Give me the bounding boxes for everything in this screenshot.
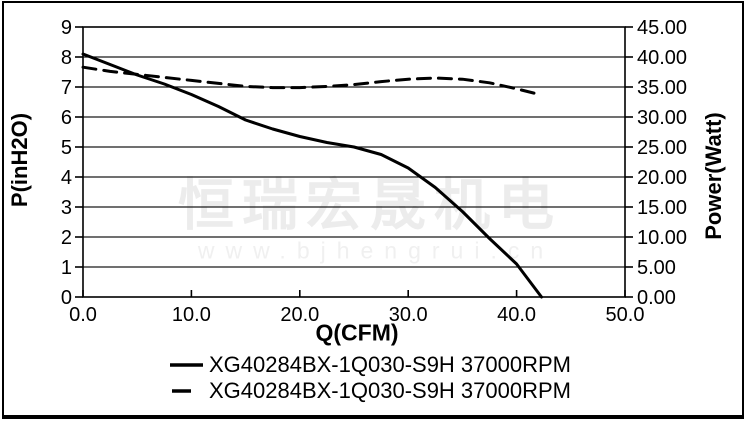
right-axis-tick-label: 40.00	[637, 47, 687, 69]
left-axis-tick-label: 5	[61, 137, 72, 159]
legend-row-power-curve: XG40284BX-1Q030-S9H 37000RPM	[168, 378, 571, 404]
chart-legend: XG40284BX-1Q030-S9H 37000RPM XG40284BX-1…	[168, 352, 571, 404]
right-axis-tick-label: 20.00	[637, 167, 687, 189]
dashed-line-legend-icon	[172, 389, 191, 393]
watermark-cjk-text: 恒瑞宏晟机电	[178, 173, 562, 237]
left-axis-tick-label: 6	[61, 107, 72, 129]
left-axis-tick-label: 8	[61, 47, 72, 69]
left-axis-tick-label: 7	[61, 77, 72, 99]
plot-border	[82, 26, 626, 298]
right-axis-tick-label: 35.00	[637, 77, 687, 99]
left-axis-tick-label: 2	[61, 227, 72, 249]
right-axis-tick-label: 0.00	[637, 287, 676, 309]
left-axis-title: P(inH2O)	[7, 112, 32, 208]
x-axis-tick-label: 10.0	[172, 304, 211, 326]
left-axis-tick-label: 1	[61, 257, 72, 279]
x-axis-title: Q(CFM)	[315, 319, 399, 346]
legend-label-power: XG40284BX-1Q030-S9H 37000RPM	[209, 378, 571, 403]
right-axis-title: Power(Watt)	[701, 112, 726, 240]
x-axis-tick-label: 30.0	[389, 304, 428, 326]
watermark-url-text: www.bjhengrui.cn	[197, 237, 555, 264]
pressure-curve-solid	[81, 52, 543, 299]
right-axis-tick-label: 15.00	[637, 197, 687, 219]
x-axis-tick-label: 0.0	[69, 304, 97, 326]
left-axis-tick-label: 9	[61, 17, 72, 39]
legend-row-pressure-curve: XG40284BX-1Q030-S9H 37000RPM	[168, 352, 571, 378]
left-axis-tick-label: 3	[61, 197, 72, 219]
right-axis-tick-label: 45.00	[637, 17, 687, 39]
x-axis-tick-label: 40.0	[497, 304, 536, 326]
power-curve-dashed	[81, 65, 540, 96]
left-axis-tick-label: 4	[61, 167, 72, 189]
x-axis-tick-label: 20.0	[280, 304, 319, 326]
right-axis-tick-label: 10.00	[637, 227, 687, 249]
right-axis-tick-label: 30.00	[637, 107, 687, 129]
right-axis-tick-label: 5.00	[637, 257, 676, 279]
right-axis-tick-label: 25.00	[637, 137, 687, 159]
legend-label-pressure: XG40284BX-1Q030-S9H 37000RPM	[209, 352, 571, 377]
left-axis-tick-label: 0	[61, 287, 72, 309]
solid-line-legend-icon	[170, 363, 203, 367]
x-axis-tick-label: 50.0	[606, 304, 645, 326]
